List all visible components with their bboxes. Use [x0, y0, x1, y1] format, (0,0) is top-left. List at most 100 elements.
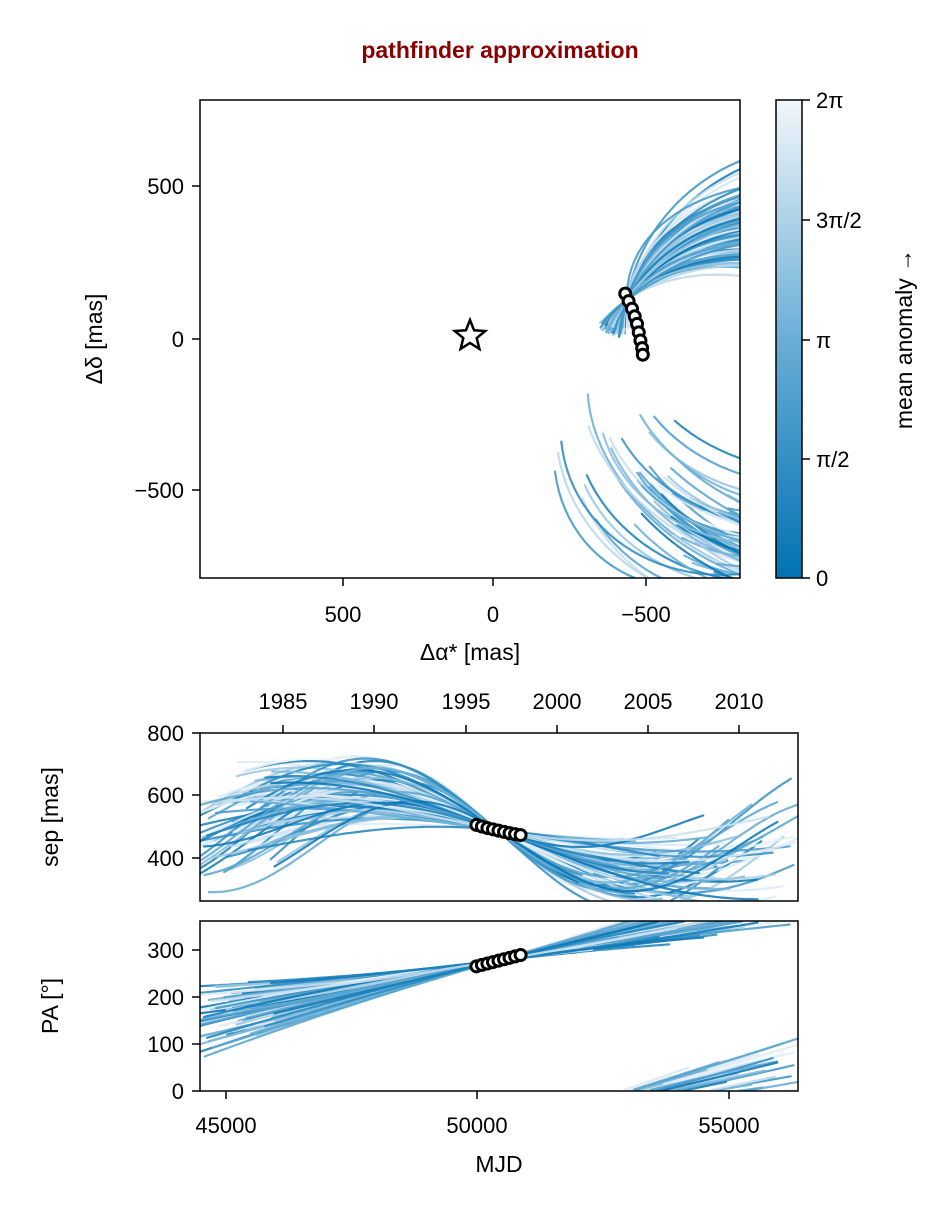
orbit-line — [614, 199, 740, 335]
orbit-line — [612, 214, 740, 332]
orbit-line — [618, 176, 740, 338]
orbit-line — [618, 214, 740, 331]
star-marker — [451, 316, 489, 352]
separation-line — [273, 800, 779, 893]
observation-marker — [513, 948, 528, 962]
colorbar-tick-label: 0 — [816, 566, 828, 591]
orbit-line — [618, 187, 740, 525]
sky-x-tick-label: −500 — [621, 602, 671, 627]
mjd-axis-ticks: 45000 50000 55000 — [195, 1091, 760, 1138]
position-angle-lines — [200, 921, 798, 1091]
sky-x-axis-label: Δα* [mas] — [420, 639, 520, 665]
separation-y-ticks: 400 600 800 — [147, 721, 200, 871]
primary-star-marker — [451, 316, 489, 352]
position-angle-plot-frame — [199, 920, 799, 1092]
orbit-line — [621, 201, 740, 475]
separation-line — [200, 787, 619, 868]
position-angle-line — [633, 1061, 720, 1091]
colorbar: 2π 3π/2 π π/2 0 mean anomaly → — [775, 88, 917, 591]
year-tick-label: 1995 — [442, 689, 491, 714]
position-angle-y-tick-label: 0 — [172, 1079, 184, 1104]
colorbar-tick-label: 2π — [816, 88, 843, 113]
colorbar-tick-label: π — [816, 328, 831, 353]
separation-panel: 1985 1990 1995 2000 2005 2010 400 600 80… — [37, 689, 799, 902]
position-angle-line — [200, 935, 619, 1026]
year-tick-label: 2010 — [715, 689, 764, 714]
position-angle-line — [649, 1060, 779, 1091]
position-angle-line — [206, 921, 686, 1039]
sky-y-axis-label: Δδ [mas] — [81, 294, 107, 385]
orbit-line — [608, 234, 740, 539]
orbit-line — [607, 261, 740, 324]
chart-title: pathfinder approximation — [361, 37, 638, 63]
position-angle-line — [681, 1080, 728, 1091]
orbit-line — [611, 210, 740, 571]
sky-y-tick-label: 0 — [172, 327, 184, 352]
position-angle-y-ticks: 0 100 200 300 — [147, 938, 200, 1104]
separation-y-tick-label: 600 — [147, 783, 184, 808]
position-angle-line — [211, 921, 708, 1003]
sky-y-ticks: 500 0 −500 — [134, 174, 200, 503]
orbit-line — [612, 217, 740, 555]
separation-line — [247, 825, 660, 858]
orbit-line — [611, 228, 740, 525]
year-axis-ticks: 1985 1990 1995 2000 2005 2010 — [259, 689, 764, 733]
sky-panel: 500 0 −500 500 0 −500 Δα* [mas] Δδ [mas] — [81, 99, 741, 665]
orbit-line — [612, 248, 740, 524]
position-angle-y-axis-label: PA [°] — [37, 978, 63, 1034]
mjd-tick-label: 50000 — [446, 1113, 507, 1138]
orbit-line — [611, 234, 740, 521]
orbit-line — [583, 250, 740, 578]
position-angle-line — [623, 1066, 690, 1091]
observation-marker — [513, 828, 528, 843]
orbit-line — [620, 171, 740, 335]
mjd-axis-label: MJD — [475, 1151, 522, 1177]
position-angle-panel: 45000 50000 55000 0 100 200 300 MJD PA [… — [37, 920, 799, 1177]
sky-observation-markers — [618, 286, 650, 362]
orbit-line — [606, 235, 740, 573]
position-angle-line — [714, 1083, 753, 1091]
separation-y-tick-label: 800 — [147, 721, 184, 746]
position-angle-line — [676, 1082, 710, 1091]
orbit-line — [604, 255, 740, 578]
orbit-line — [613, 201, 740, 512]
orbit-line — [611, 253, 740, 519]
separation-observation-markers — [469, 817, 528, 843]
orbit-line — [623, 159, 740, 335]
sky-x-tick-label: 500 — [325, 602, 362, 627]
orbit-line — [622, 188, 740, 334]
year-tick-label: 2005 — [624, 689, 673, 714]
position-angle-y-tick-label: 200 — [147, 985, 184, 1010]
position-angle-line — [203, 921, 647, 1058]
mjd-tick-label: 45000 — [195, 1113, 256, 1138]
position-angle-y-tick-label: 100 — [147, 1032, 184, 1057]
orbit-line — [619, 195, 740, 334]
observation-marker — [635, 347, 650, 362]
orbit-line — [625, 186, 740, 331]
position-angle-y-tick-label: 300 — [147, 938, 184, 963]
position-angle-line — [637, 1082, 664, 1091]
position-angle-line — [640, 1043, 798, 1091]
colorbar-label: mean anomaly → — [891, 249, 917, 429]
orbit-line — [601, 224, 740, 544]
sky-orbit-lines — [553, 159, 740, 578]
orbit-line — [611, 242, 740, 329]
position-angle-line — [747, 1080, 798, 1091]
orbit-line — [585, 253, 740, 578]
orbit-line — [609, 229, 740, 553]
position-angle-observation-markers — [469, 948, 528, 974]
colorbar-tick-label: π/2 — [816, 447, 850, 472]
separation-y-tick-label: 400 — [147, 846, 184, 871]
orbit-line — [605, 218, 740, 568]
sky-x-ticks: 500 0 −500 — [325, 578, 671, 627]
sky-y-tick-label: −500 — [134, 478, 184, 503]
position-angle-line — [631, 1068, 708, 1091]
mjd-tick-label: 55000 — [698, 1113, 759, 1138]
year-tick-label: 1990 — [350, 689, 399, 714]
position-angle-line — [711, 1076, 770, 1091]
year-tick-label: 1985 — [259, 689, 308, 714]
orbit-line — [560, 258, 740, 577]
year-tick-label: 2000 — [533, 689, 582, 714]
separation-plot-frame — [199, 732, 799, 902]
